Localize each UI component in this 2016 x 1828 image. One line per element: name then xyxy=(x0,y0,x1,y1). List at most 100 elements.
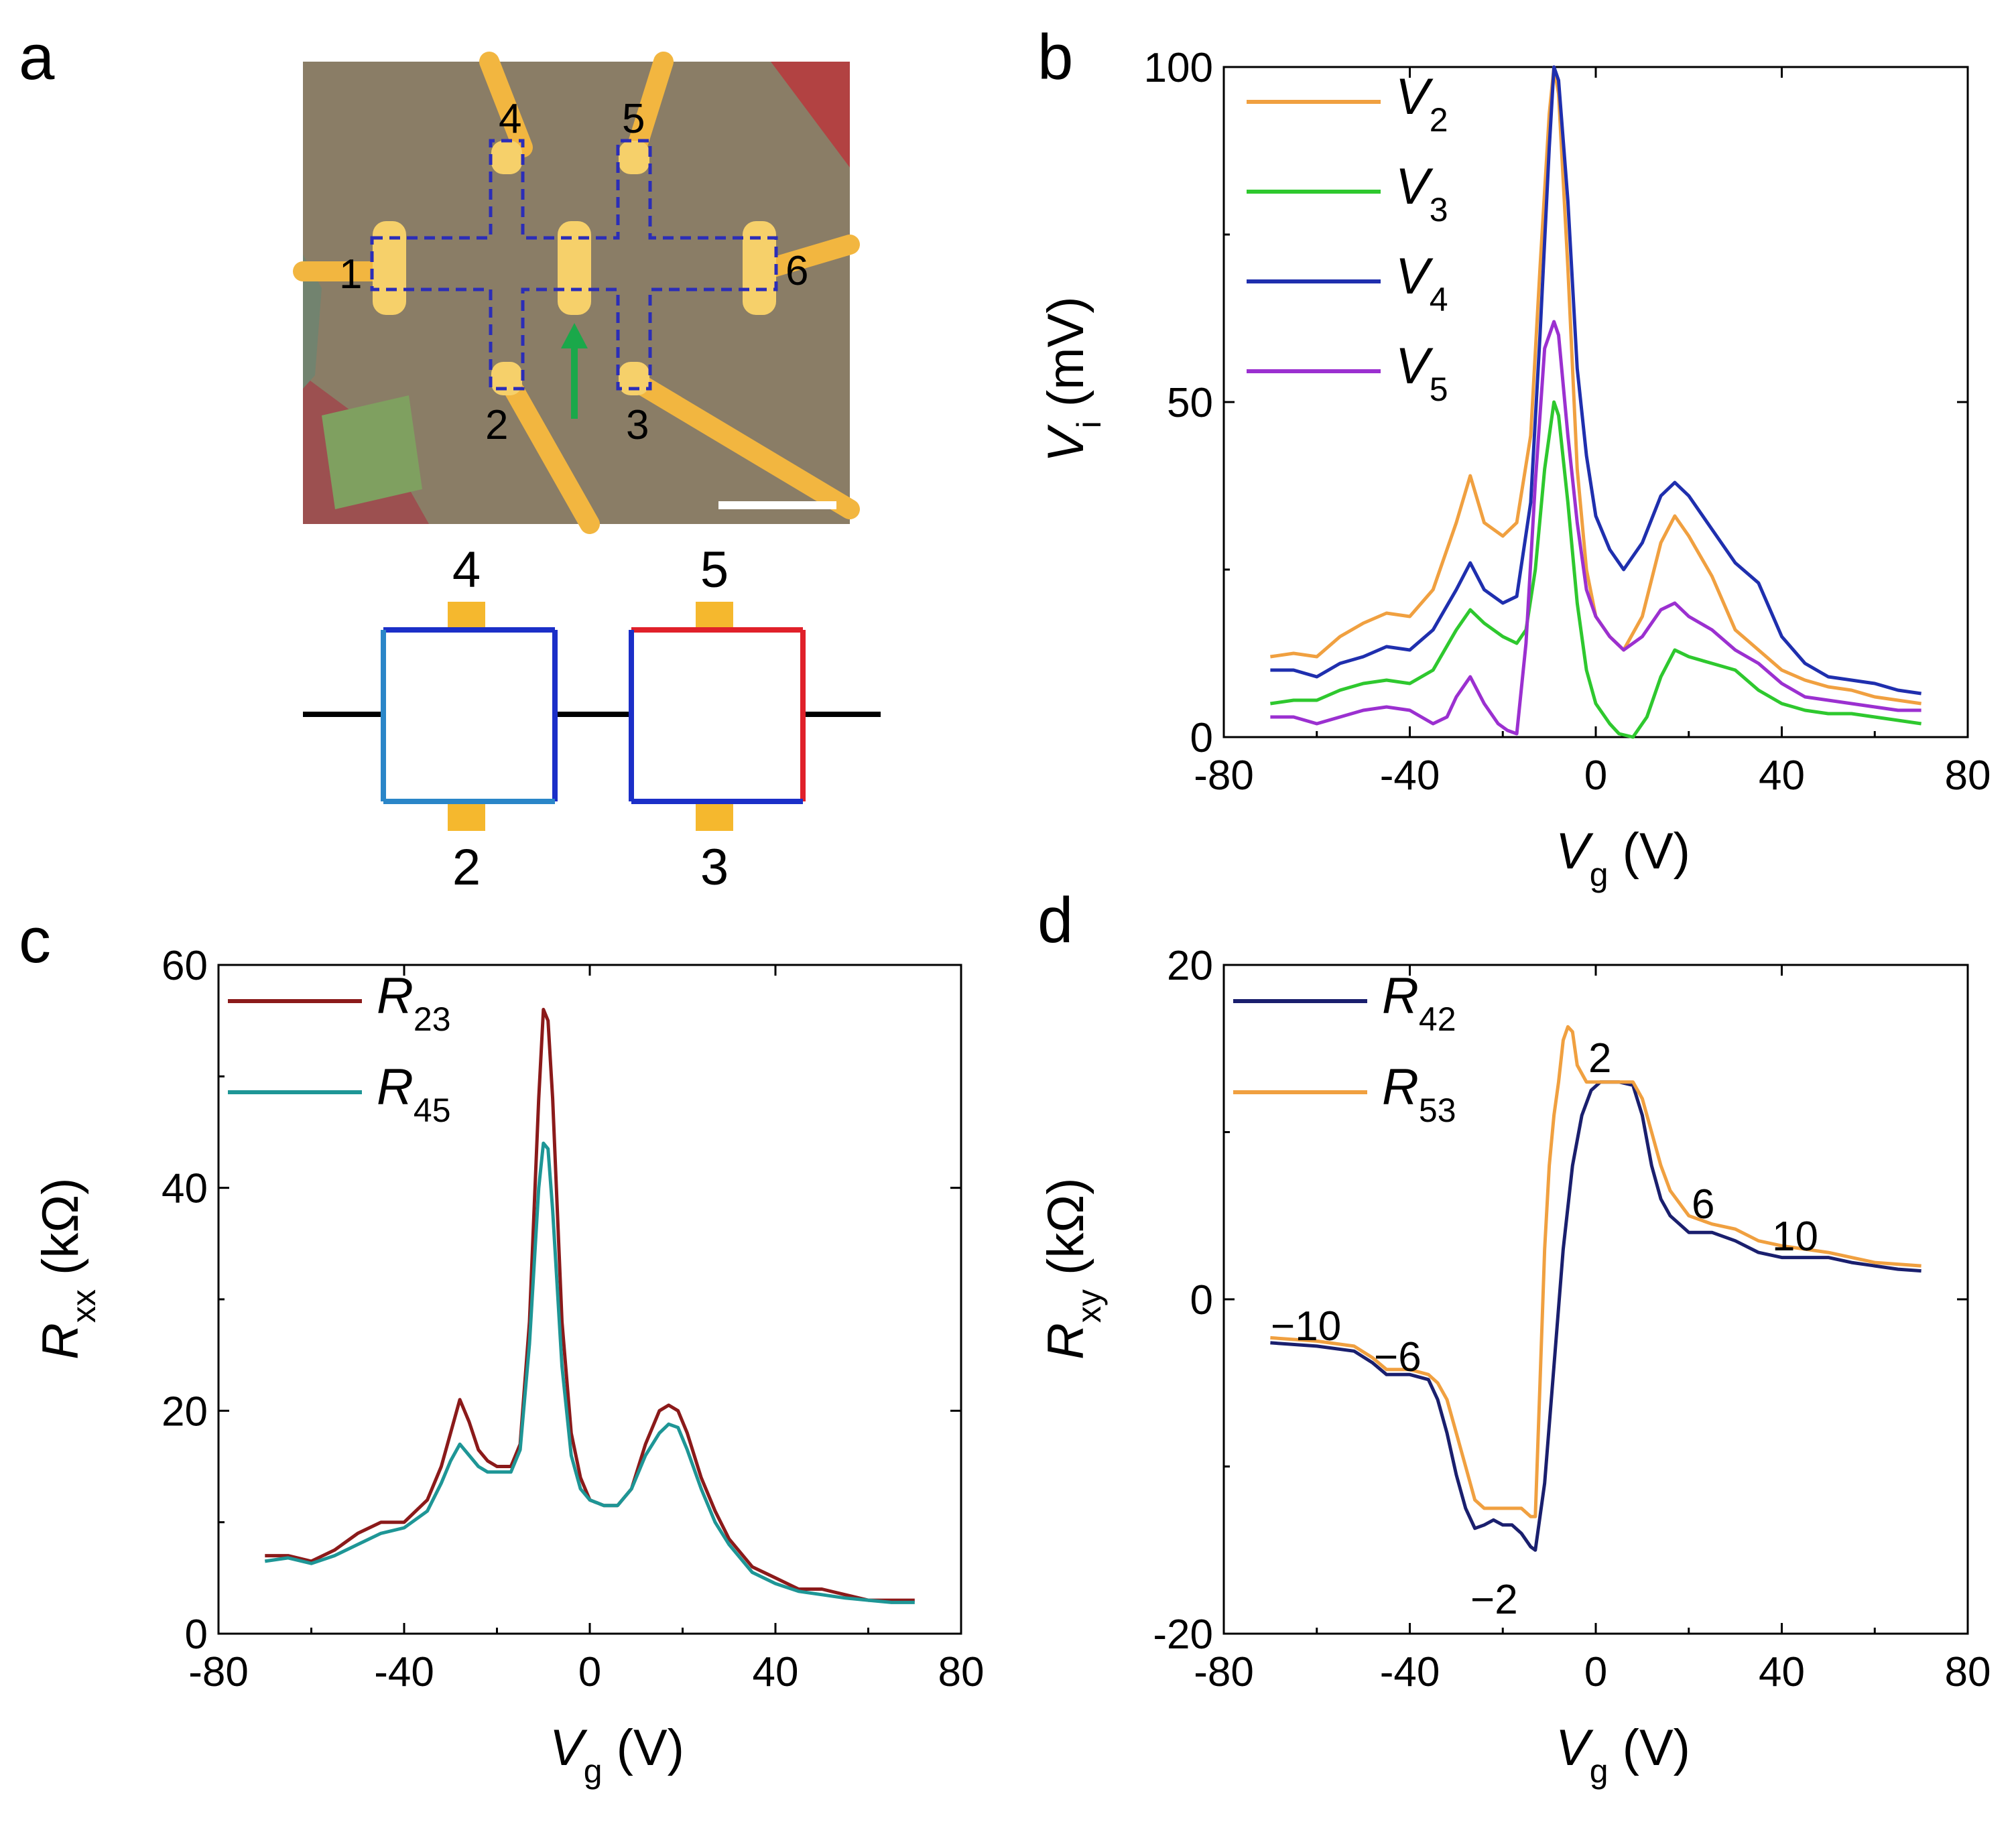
contact-label: 2 xyxy=(485,402,508,448)
y-tick-label: -20 xyxy=(1153,1612,1213,1658)
y-axis-var: R xyxy=(1037,1323,1094,1360)
x-tick-label: 80 xyxy=(938,1649,985,1695)
schematic-labels: 4 5 2 3 xyxy=(452,541,729,896)
legend-var: R xyxy=(377,968,414,1025)
y-axis-label: Rxx (kΩ) xyxy=(32,1178,103,1360)
y-tick-label: 0 xyxy=(1190,715,1213,761)
micrograph-contact-labels: 1 2 3 4 5 6 xyxy=(339,96,808,448)
legend-sub: 23 xyxy=(414,1000,451,1038)
x-axis-label: Vg (V) xyxy=(1556,823,1690,893)
y-axis-label: Vi (mV) xyxy=(1037,296,1108,462)
legend-sub: 5 xyxy=(1430,371,1448,408)
contact-label: 3 xyxy=(626,402,649,448)
legend-var: R xyxy=(1382,968,1419,1025)
schematic-label-4: 4 xyxy=(452,541,481,598)
contact-label: 6 xyxy=(785,248,808,294)
legend-var: V xyxy=(1395,68,1434,125)
x-tick-label: 0 xyxy=(1584,1649,1607,1695)
x-axis-sub: g xyxy=(1590,1752,1609,1790)
y-axis-sub: i xyxy=(1070,421,1108,428)
y-axis-var: V xyxy=(1037,424,1094,462)
panel-label-b: b xyxy=(1037,21,1073,93)
x-axis-sub: g xyxy=(584,1752,603,1790)
series-line xyxy=(1270,65,1922,706)
x-tick-label: -80 xyxy=(1194,753,1254,799)
x-axis-var: V xyxy=(1556,823,1594,880)
series-line xyxy=(1270,1025,1922,1518)
y-tick-label: 0 xyxy=(185,1612,208,1658)
contact-label: 4 xyxy=(499,96,521,142)
y-axis-sub: xy xyxy=(1070,1289,1108,1323)
x-axis-label: Vg (V) xyxy=(1556,1719,1690,1790)
annotation-label: −6 xyxy=(1374,1334,1422,1380)
x-tick-label: 0 xyxy=(578,1649,601,1695)
series-line xyxy=(1270,320,1922,736)
x-axis-var: V xyxy=(1556,1719,1594,1776)
legend-label: V2 xyxy=(1395,68,1448,139)
x-axis-label: Vg (V) xyxy=(550,1719,684,1790)
legend-sub: 2 xyxy=(1430,101,1448,139)
legend-sub: 3 xyxy=(1430,191,1448,228)
y-axis-sub: xx xyxy=(65,1289,103,1323)
device-micrograph xyxy=(293,52,860,534)
plot-frame xyxy=(217,964,962,1635)
legend-sub: 53 xyxy=(1419,1092,1456,1129)
y-tick-label: 60 xyxy=(162,943,208,989)
legend-label: V5 xyxy=(1395,338,1448,408)
series-line xyxy=(264,1141,915,1604)
x-tick-label: -40 xyxy=(374,1649,434,1695)
legend-var: V xyxy=(1395,158,1434,215)
annotation-label: 10 xyxy=(1772,1214,1818,1260)
x-tick-label: 80 xyxy=(1945,753,1991,799)
x-axis-sub: g xyxy=(1590,856,1609,893)
panel-label-d: d xyxy=(1037,885,1073,956)
x-axis-unit: (V) xyxy=(603,1719,684,1776)
panel-label-c: c xyxy=(19,905,51,976)
x-tick-label: 0 xyxy=(1584,753,1607,799)
x-tick-label: 40 xyxy=(1759,753,1805,799)
legend-label: R53 xyxy=(1382,1059,1456,1129)
schematic-label-5: 5 xyxy=(700,541,729,598)
y-axis-label: Rxy (kΩ) xyxy=(1037,1178,1108,1360)
y-axis-unit: (kΩ) xyxy=(32,1178,89,1290)
plateau-annotations: 2 6 10 −10 −6 −2 xyxy=(1271,1035,1818,1623)
legend-label: V4 xyxy=(1395,248,1448,318)
series-line xyxy=(265,1008,915,1602)
y-tick-label: 20 xyxy=(1167,943,1213,989)
x-tick-label: 40 xyxy=(753,1649,799,1695)
legend-var: R xyxy=(377,1059,414,1116)
contact-label: 1 xyxy=(339,251,362,298)
plot-frame xyxy=(1222,66,1969,738)
x-tick-label: 80 xyxy=(1945,1649,1991,1695)
annotation-label: −10 xyxy=(1271,1303,1341,1350)
y-axis-unit: (mV) xyxy=(1037,296,1094,421)
edge-state-schematic xyxy=(303,602,881,831)
legend-label: R42 xyxy=(1382,968,1456,1038)
legend-var: V xyxy=(1395,248,1434,305)
legend-sub: 4 xyxy=(1430,281,1448,318)
x-tick-label: -80 xyxy=(1194,1649,1254,1695)
x-tick-label: -40 xyxy=(1380,753,1440,799)
y-tick-label: 20 xyxy=(162,1388,208,1435)
legend-label: V3 xyxy=(1395,158,1448,228)
y-tick-label: 0 xyxy=(1190,1277,1213,1323)
y-tick-label: 100 xyxy=(1144,45,1213,91)
series-line xyxy=(1270,1080,1922,1552)
series-line xyxy=(1270,400,1922,739)
x-axis-unit: (V) xyxy=(1609,823,1690,880)
y-tick-label: 40 xyxy=(162,1166,208,1212)
annotation-label: 6 xyxy=(1692,1181,1714,1228)
panel-label-a: a xyxy=(19,21,55,93)
annotation-label: 2 xyxy=(1588,1035,1611,1082)
x-axis-unit: (V) xyxy=(1609,1719,1690,1776)
y-tick-label: 50 xyxy=(1167,380,1213,426)
legend-sub: 42 xyxy=(1419,1000,1456,1038)
x-tick-label: 40 xyxy=(1759,1649,1805,1695)
annotation-label: −2 xyxy=(1470,1577,1518,1623)
schematic-label-2: 2 xyxy=(452,839,481,896)
legend-sub: 45 xyxy=(414,1092,451,1129)
contact-label: 5 xyxy=(622,96,645,142)
